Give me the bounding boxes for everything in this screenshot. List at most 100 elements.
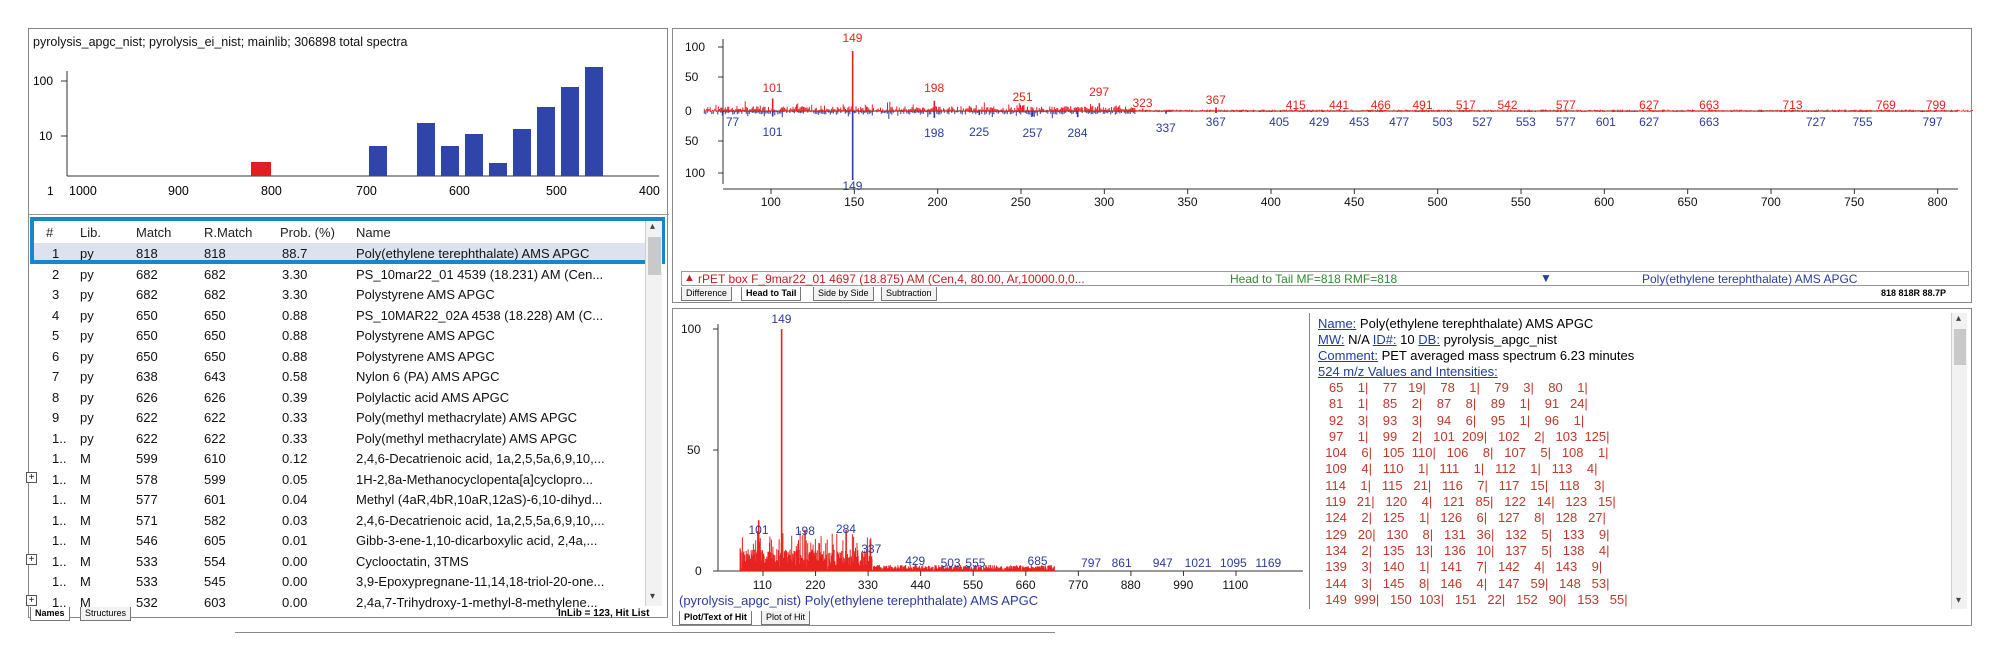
upper-peak-label: 542 xyxy=(1497,98,1517,112)
cell-lib: M xyxy=(80,553,91,569)
x-tick: 550 xyxy=(963,578,983,592)
cell-rmatch: 650 xyxy=(204,348,226,364)
col-prob-header[interactable]: Prob. (%) xyxy=(280,225,335,240)
tab-difference[interactable]: Difference xyxy=(681,287,732,301)
hitlist-row[interactable]: 1.. M 599 610 0.12 2,4,6-Decatrienoic acid, 1… xyxy=(30,448,660,468)
cell-rmatch: 643 xyxy=(204,369,226,384)
hitlist-row[interactable]: +1.. M 532 603 0.00 2,4a,7-Trihydroxy-1-methy… xyxy=(26,592,660,612)
tab-structures[interactable]: Structures xyxy=(80,607,132,621)
y-tick-top-50: 50 xyxy=(685,70,699,84)
hitlist-row[interactable]: 7 py 638 643 0.58 Nylon 6 (PA) AMS APGC xyxy=(30,366,660,386)
hist-bar-red xyxy=(251,162,271,176)
col-num-header[interactable]: # xyxy=(46,225,54,240)
expand-icon[interactable]: + xyxy=(26,594,37,606)
cell-lib: py xyxy=(80,287,94,302)
hitlist-row[interactable]: +1.. M 533 554 0.00 Cyclooctatin, 3TMS xyxy=(26,551,660,571)
col-rmatch-header[interactable]: R.Match xyxy=(204,225,253,240)
tab-plot-of-hit[interactable]: Plot of Hit xyxy=(761,611,811,625)
mz-row: 139 3| 140 1| 141 7| 142 4| 143 9| xyxy=(1318,559,1603,575)
lower-peak-label: 755 xyxy=(1852,115,1872,129)
lower-peak-label: 727 xyxy=(1806,115,1826,129)
comment-label: Comment: xyxy=(1318,348,1378,363)
col-match-header[interactable]: Match xyxy=(136,225,172,240)
hitlist-row[interactable]: +1.. M 578 599 0.05 1H-2,8a-Methanocyclopenta… xyxy=(26,469,660,489)
hitlist-row[interactable]: 1.. M 546 605 0.01 Gibb-3-ene-1,10-dicarboxyl… xyxy=(30,530,660,550)
cell-name: 2,4,6-Decatrienoic acid, 1a,2,5,5a,6,9,1… xyxy=(356,451,605,466)
mw-value: N/A xyxy=(1348,332,1370,347)
library-spectrum-label: Poly(ethylene terephthalate) AMS APGC xyxy=(1642,272,1858,286)
hitlist-row[interactable]: 1.. M 533 545 0.00 3,9-Epoxypregnane-11,14,18… xyxy=(30,571,660,591)
tab-subtraction[interactable]: Subtraction xyxy=(881,287,937,301)
hitlist-row[interactable]: 1.. M 571 582 0.03 2,4,6-Decatrienoic acid, 1… xyxy=(30,510,660,530)
cell-name: Gibb-3-ene-1,10-dicarboxylic acid, 2,4a,… xyxy=(356,533,598,548)
scroll-thumb[interactable] xyxy=(648,237,661,275)
x-tick: 770 xyxy=(1068,578,1088,592)
cell-rmatch: 818 xyxy=(204,246,226,261)
cell-prob: 3.30 xyxy=(282,287,308,302)
match-summary: 818 818R 88.7P xyxy=(1881,288,1947,298)
tab-names[interactable]: Names xyxy=(30,607,70,621)
hitlist-row[interactable]: 1.. M 577 601 0.04 Methyl (4aR,4bR,10aR,12aS)… xyxy=(30,489,660,509)
cell-lib: py xyxy=(80,348,94,364)
scroll-down-icon[interactable]: ▾ xyxy=(650,591,656,602)
cell-num: 1.. xyxy=(52,533,67,548)
hitlist-row[interactable]: 8 py 626 626 0.39 Polylactic acid AMS APGC xyxy=(30,387,660,407)
hitlist-row[interactable]: 3 py 682 682 3.30 Polystyrene AMS APGC xyxy=(30,284,660,304)
cell-num: 1.. xyxy=(52,594,67,610)
cell-rmatch: 601 xyxy=(204,492,226,507)
hist-bar xyxy=(537,107,555,176)
histogram-bars xyxy=(251,67,603,176)
cell-rmatch: 650 xyxy=(204,328,226,343)
mz-intensity-table: 65 1| 77 19| 78 1| 79 3| 80 1| 81 1| 85 … xyxy=(1318,380,1627,608)
cell-prob: 0.04 xyxy=(282,492,308,507)
cell-prob: 0.58 xyxy=(282,369,308,384)
scroll-up-icon[interactable]: ▴ xyxy=(1956,313,1962,324)
lower-peak-label: 225 xyxy=(969,125,989,139)
hist-x-tick: 700 xyxy=(356,184,377,198)
mz-values-heading[interactable]: 524 m/z Values and Intensities: xyxy=(1318,364,1498,379)
tab-side-by-side[interactable]: Side by Side xyxy=(813,287,874,301)
cell-prob: 0.00 xyxy=(282,553,308,569)
scroll-down-icon[interactable]: ▾ xyxy=(1956,595,1962,606)
tab-head-to-tail[interactable]: Head to Tail xyxy=(741,287,802,301)
x-tick: 300 xyxy=(1094,195,1114,209)
compare-dropdown-icon[interactable]: ▼ xyxy=(1540,271,1552,285)
upper-peak-label: 198 xyxy=(924,81,944,95)
cell-lib: py xyxy=(80,410,94,425)
cell-prob: 0.39 xyxy=(282,389,308,405)
x-tick: 100 xyxy=(761,195,781,209)
hitlist-scrollbar[interactable]: ▴ ▾ xyxy=(645,221,662,606)
expand-icon[interactable]: + xyxy=(26,471,37,483)
hitlist-row[interactable]: 1.. py 622 622 0.33 Poly(methyl methacrylate)… xyxy=(30,428,660,448)
x-tick: 440 xyxy=(910,578,930,592)
cell-prob: 0.00 xyxy=(282,574,308,589)
query-spectrum-label: rPET box F_9mar22_01 4697 (18.875) AM (C… xyxy=(698,272,1085,286)
hist-bar xyxy=(585,67,603,176)
hit-caption-lib: (pyrolysis_apgc_nist) xyxy=(679,593,802,608)
x-tick: 110 xyxy=(753,578,772,592)
cell-name: Polystyrene AMS APGC xyxy=(356,328,495,343)
expand-icon[interactable]: + xyxy=(26,553,37,565)
hit-peak-label: 198 xyxy=(795,524,815,538)
lower-peak-label: 577 xyxy=(1556,115,1576,129)
cell-lib: py xyxy=(80,328,94,343)
hitlist-row[interactable]: 4 py 650 650 0.88 PS_10MAR22_02A 4538 (18.228… xyxy=(30,305,660,325)
hit-peak-label: 685 xyxy=(1028,554,1048,568)
hist-x-tick: 1000 xyxy=(69,184,97,198)
hitlist-row[interactable]: 1 py 818 818 88.7 Poly(ethylene terephthalate… xyxy=(30,243,660,263)
tab-plot-text-of-hit[interactable]: Plot/Text of Hit xyxy=(679,611,752,625)
hit-spectrum-plot: 100 50 0 110 220 330 440 550 660 770 880 990 1100 149… xyxy=(681,312,1303,592)
upper-peak-label: 517 xyxy=(1456,98,1476,112)
hitlist-row[interactable]: 2 py 682 682 3.30 PS_10mar22_01 4539 (18.231)… xyxy=(30,264,660,284)
info-scrollbar[interactable]: ▴ ▾ xyxy=(1951,313,1967,609)
scroll-up-icon[interactable]: ▴ xyxy=(650,221,656,232)
scroll-thumb[interactable] xyxy=(1954,329,1966,365)
hitlist-row[interactable]: 5 py 650 650 0.88 Polystyrene AMS APGC xyxy=(30,325,660,345)
col-lib-header[interactable]: Lib. xyxy=(80,225,101,240)
hit-peak-label: 503 xyxy=(941,556,961,570)
upper-peak-label: 799 xyxy=(1926,98,1946,112)
col-name-header[interactable]: Name xyxy=(356,225,391,240)
hitlist-row[interactable]: 9 py 622 622 0.33 Poly(methyl methacrylate) A… xyxy=(30,407,660,427)
hitlist-row[interactable]: 6 py 650 650 0.88 Polystyrene AMS APGC xyxy=(30,346,660,366)
cell-match: 622 xyxy=(136,410,158,425)
